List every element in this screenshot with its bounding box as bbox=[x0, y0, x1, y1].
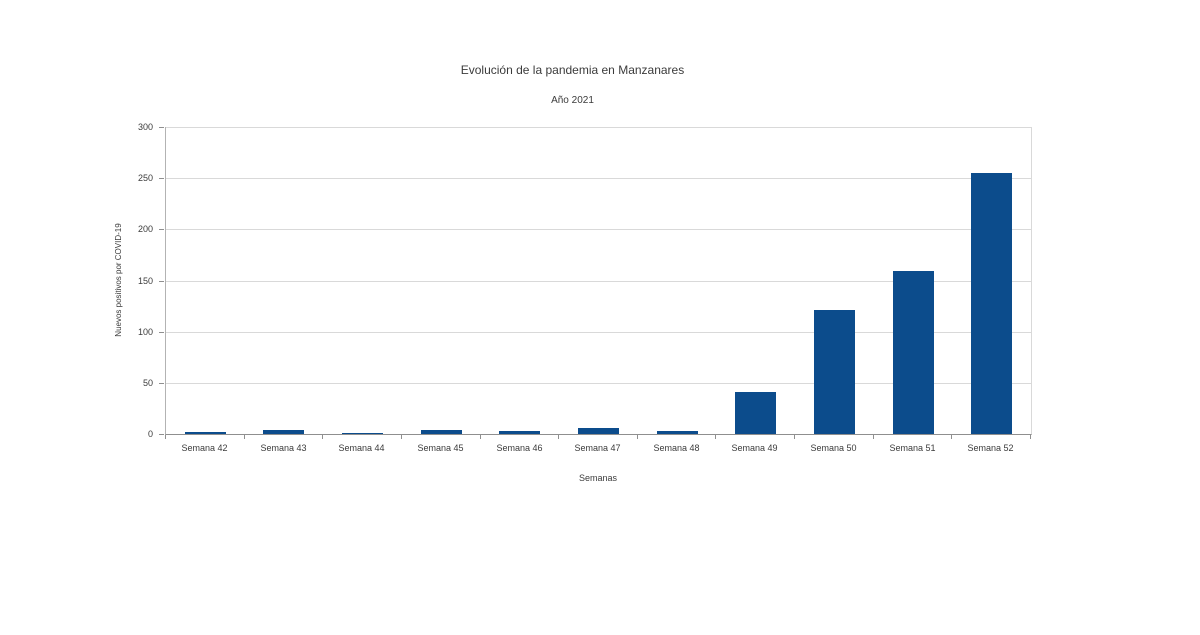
x-tick-mark bbox=[244, 435, 245, 439]
x-tick-mark bbox=[715, 435, 716, 439]
gridline bbox=[166, 178, 1031, 179]
x-tick-label: Semana 49 bbox=[731, 443, 778, 453]
y-tick-label: 250 bbox=[137, 173, 153, 183]
x-tick-mark bbox=[637, 435, 638, 439]
bar bbox=[657, 431, 698, 434]
bar bbox=[499, 431, 540, 434]
y-tick-mark bbox=[159, 229, 164, 230]
gridline bbox=[166, 383, 1031, 384]
x-tick-label: Semana 47 bbox=[574, 443, 621, 453]
x-tick-mark bbox=[401, 435, 402, 439]
x-axis-title: Semanas bbox=[578, 473, 618, 483]
x-tick-label: Semana 50 bbox=[810, 443, 857, 453]
x-tick-label: Semana 51 bbox=[889, 443, 936, 453]
x-tick-label: Semana 43 bbox=[260, 443, 307, 453]
x-tick-label: Semana 42 bbox=[181, 443, 228, 453]
y-tick-mark bbox=[159, 281, 164, 282]
chart-object: Evolución de la pandemia en Manzanares A… bbox=[110, 55, 1035, 500]
bar bbox=[421, 430, 462, 434]
y-tick-mark bbox=[159, 383, 164, 384]
x-tick-mark bbox=[558, 435, 559, 439]
x-axis: Semana 42 Semana 43 Semana 44 Semana 45 Sema… bbox=[165, 435, 1031, 455]
x-tick-label: Semana 48 bbox=[653, 443, 700, 453]
y-tick-label: 150 bbox=[137, 276, 153, 286]
bar bbox=[342, 433, 383, 434]
y-tick-mark bbox=[159, 178, 164, 179]
bar bbox=[263, 430, 304, 434]
bar bbox=[735, 392, 776, 434]
x-tick-label: Semana 44 bbox=[338, 443, 385, 453]
bar bbox=[893, 271, 934, 434]
x-tick-label: Semana 52 bbox=[967, 443, 1014, 453]
gridline bbox=[166, 332, 1031, 333]
y-tick-label: 100 bbox=[137, 327, 153, 337]
x-tick-label: Semana 45 bbox=[417, 443, 464, 453]
gridline bbox=[166, 229, 1031, 230]
y-tick-mark bbox=[159, 127, 164, 128]
x-tick-label: Semana 46 bbox=[496, 443, 543, 453]
x-tick-mark bbox=[951, 435, 952, 439]
gridline bbox=[166, 127, 1031, 128]
y-tick-label: 200 bbox=[137, 224, 153, 234]
y-tick-label: 300 bbox=[137, 122, 153, 132]
y-tick-label: 50 bbox=[142, 378, 153, 388]
x-tick-mark bbox=[794, 435, 795, 439]
gridline bbox=[166, 281, 1031, 282]
chart-subtitle: Año 2021 bbox=[551, 95, 594, 106]
y-tick-mark bbox=[159, 434, 164, 435]
y-axis: 0 50 100 150 200 250 300 bbox=[110, 122, 165, 439]
bar bbox=[578, 428, 619, 434]
x-tick-mark bbox=[322, 435, 323, 439]
x-tick-mark bbox=[165, 435, 166, 439]
plot-area bbox=[165, 127, 1032, 435]
x-tick-mark bbox=[873, 435, 874, 439]
x-tick-mark bbox=[1030, 435, 1031, 439]
bar bbox=[814, 310, 855, 434]
chart-title: Evolución de la pandemia en Manzanares bbox=[460, 63, 685, 77]
bar bbox=[971, 173, 1012, 434]
y-tick-label: 0 bbox=[147, 429, 153, 439]
x-tick-mark bbox=[480, 435, 481, 439]
y-tick-mark bbox=[159, 332, 164, 333]
bar bbox=[185, 432, 226, 434]
